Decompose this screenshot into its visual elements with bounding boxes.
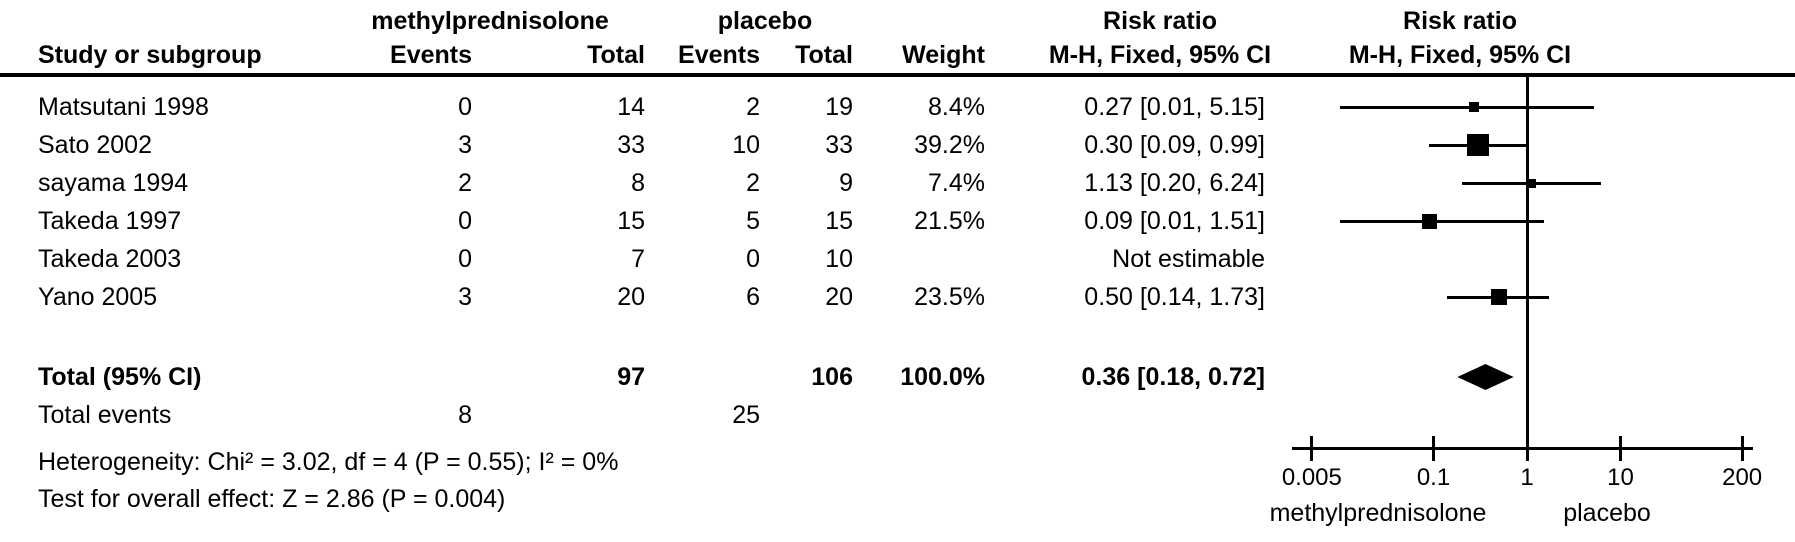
treatment-group-header: methylprednisolone	[371, 7, 609, 35]
risk-ratio-header-left: Risk ratio	[1103, 7, 1217, 35]
treatment-events-cell: 3	[458, 283, 472, 311]
study-row: Takeda 1997 0 15 5 15 21.5% 0.09 [0.01, 1.51]	[0, 202, 1795, 240]
favors-control-label: placebo	[1563, 499, 1651, 527]
overall-effect-text: Test for overall effect: Z = 2.86 (P = 0…	[38, 485, 506, 513]
total-control-total: 106	[811, 363, 853, 391]
total-events-label: Total events	[38, 401, 172, 429]
axis-tick	[1619, 436, 1622, 461]
control-total-cell: 19	[825, 93, 853, 121]
weight-cell: 23.5%	[914, 283, 985, 311]
study-row: Matsutani 1998 0 14 2 19 8.4% 0.27 [0.01, 5.15…	[0, 88, 1795, 126]
risk-ratio-cell: 0.09 [0.01, 1.51]	[1084, 207, 1265, 235]
effect-square	[1467, 134, 1490, 156]
study-name: Yano 2005	[38, 283, 158, 311]
treatment-total-cell: 15	[617, 207, 645, 235]
axis-tick	[1740, 436, 1744, 461]
total-weight: 100.0%	[900, 363, 985, 391]
control-events-cell: 6	[746, 283, 760, 311]
total-label: Total (95% CI)	[38, 363, 202, 391]
treatment-events-cell: 0	[458, 207, 472, 235]
control-total-cell: 9	[839, 169, 853, 197]
null-effect-line	[1525, 77, 1529, 461]
effect-square	[1468, 102, 1479, 112]
study-row: Sato 2002 3 33 10 33 39.2% 0.30 [0.09, 0.99]	[0, 126, 1795, 164]
x-axis	[1292, 446, 1753, 450]
control-total-cell: 15	[825, 207, 853, 235]
axis-tick-label: 200	[1722, 464, 1763, 491]
treatment-events-header: Events	[390, 41, 472, 69]
study-name: Sato 2002	[38, 131, 152, 159]
treatment-total-cell: 8	[631, 169, 645, 197]
study-column-header: Study or subgroup	[38, 41, 262, 69]
ci-line	[1340, 105, 1594, 109]
risk-ratio-cell: 0.30 [0.09, 0.99]	[1084, 131, 1265, 159]
weight-cell: 39.2%	[914, 131, 985, 159]
treatment-events-cell: 0	[458, 245, 472, 273]
method-header-left: M-H, Fixed, 95% CI	[1048, 41, 1272, 69]
weight-cell: 8.4%	[928, 93, 985, 121]
treatment-events-cell: 0	[458, 93, 472, 121]
control-events-cell: 0	[746, 245, 760, 273]
control-group-header: placebo	[717, 7, 813, 35]
total-treatment-total: 97	[617, 363, 645, 391]
treatment-events-cell: 3	[458, 131, 472, 159]
weight-cell: 21.5%	[914, 207, 985, 235]
axis-tick-label: 1	[1520, 464, 1534, 491]
weight-header: Weight	[902, 41, 985, 69]
axis-tick	[1310, 436, 1314, 461]
total-risk-ratio: 0.36 [0.18, 0.72]	[1081, 363, 1265, 391]
treatment-events-cell: 2	[458, 169, 472, 197]
risk-ratio-cell: Not estimable	[1112, 245, 1265, 273]
study-name: Takeda 2003	[38, 245, 182, 273]
favors-treatment-label: methylprednisolone	[1269, 499, 1487, 527]
weight-cell: 7.4%	[928, 169, 985, 197]
control-events-cell: 2	[746, 169, 760, 197]
total-row: Total (95% CI) 97 106 100.0% 0.36 [0.18, 0.7…	[0, 358, 1795, 396]
study-name: sayama 1994	[38, 169, 189, 197]
control-events-cell: 2	[746, 93, 760, 121]
effect-square	[1490, 289, 1507, 305]
study-name: Takeda 1997	[38, 207, 182, 235]
control-events-cell: 5	[746, 207, 760, 235]
risk-ratio-cell: 0.27 [0.01, 5.15]	[1084, 93, 1265, 121]
control-events-header: Events	[678, 41, 760, 69]
ci-line	[1340, 219, 1544, 223]
treatment-total-cell: 7	[631, 245, 645, 273]
study-row: Takeda 2003 0 7 0 10 Not estimable	[0, 240, 1795, 278]
axis-tick-label: 10	[1607, 464, 1634, 491]
treatment-total-cell: 14	[617, 93, 645, 121]
risk-ratio-cell: 1.13 [0.20, 6.24]	[1084, 169, 1265, 197]
heterogeneity-text: Heterogeneity: Chi² = 3.02, df = 4 (P = …	[38, 448, 619, 476]
header-divider	[0, 73, 1795, 77]
study-name: Matsutani 1998	[38, 93, 209, 121]
control-total-header: Total	[795, 41, 853, 69]
axis-tick	[1432, 436, 1435, 461]
study-row: sayama 1994 2 8 2 9 7.4% 1.13 [0.20, 6.24]	[0, 164, 1795, 202]
weight-cell	[805, 240, 985, 278]
method-header-right: M-H, Fixed, 95% CI	[1348, 41, 1572, 69]
total-events-row: Total events 8 25	[0, 396, 1795, 434]
effect-square	[1527, 178, 1537, 188]
control-total-cell: 33	[825, 131, 853, 159]
treatment-total-header: Total	[587, 41, 645, 69]
risk-ratio-header-right: Risk ratio	[1403, 7, 1517, 35]
axis-tick	[1525, 436, 1529, 461]
control-total-cell: 20	[825, 283, 853, 311]
study-row: Yano 2005 3 20 6 20 23.5% 0.50 [0.14, 1.73]	[0, 278, 1795, 316]
control-events-cell: 10	[732, 131, 760, 159]
total-events-treatment: 8	[458, 401, 472, 429]
total-events-control: 25	[732, 401, 760, 429]
axis-tick-label: 0.1	[1416, 464, 1451, 491]
axis-tick-label: 0.005	[1281, 464, 1342, 491]
control-total-cell: 10	[825, 245, 853, 273]
effect-square	[1421, 213, 1437, 229]
risk-ratio-cell: 0.50 [0.14, 1.73]	[1084, 283, 1265, 311]
treatment-total-cell: 33	[617, 131, 645, 159]
treatment-total-cell: 20	[617, 283, 645, 311]
